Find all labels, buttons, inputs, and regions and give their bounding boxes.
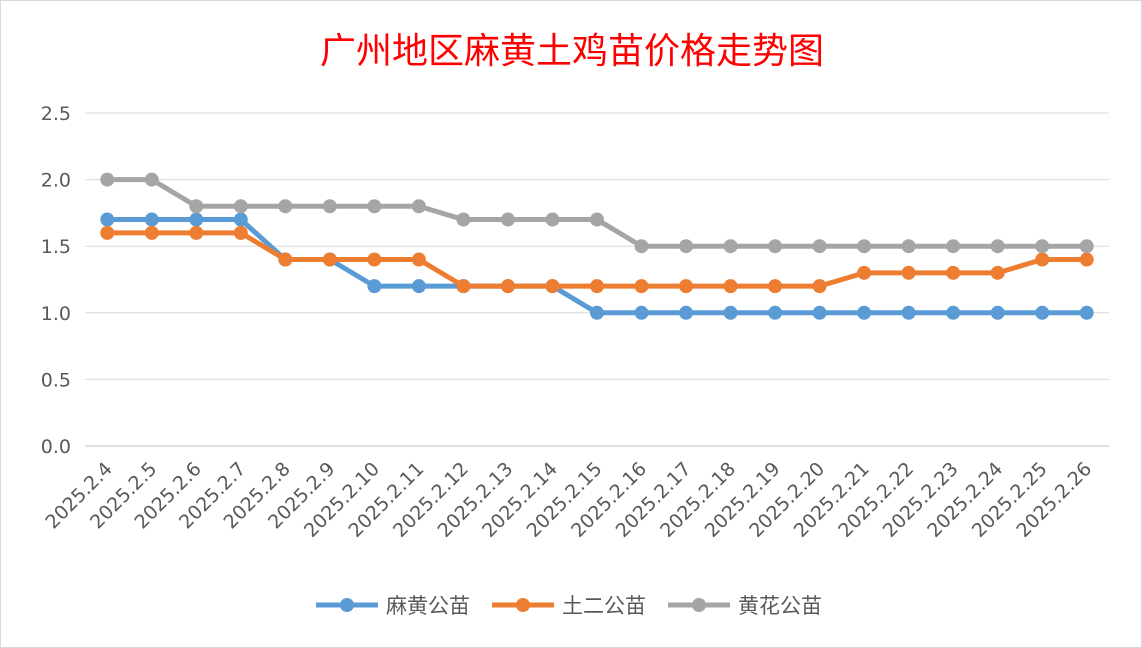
data-point bbox=[500, 279, 515, 294]
data-point bbox=[144, 212, 159, 227]
legend-item: 麻黄公苗 bbox=[316, 594, 470, 618]
data-point bbox=[233, 225, 248, 240]
data-point bbox=[1079, 305, 1094, 320]
data-point bbox=[1079, 239, 1094, 254]
data-point bbox=[322, 199, 337, 214]
data-point bbox=[100, 225, 115, 240]
data-point bbox=[545, 212, 560, 227]
data-point bbox=[411, 199, 426, 214]
data-point bbox=[144, 172, 159, 187]
data-point bbox=[322, 252, 337, 267]
data-point bbox=[768, 239, 783, 254]
data-point bbox=[590, 279, 604, 294]
y-tick-label: 0.0 bbox=[41, 436, 71, 458]
data-point bbox=[1079, 252, 1094, 267]
legend: 麻黄公苗 土二公苗 黄花公苗 bbox=[316, 594, 822, 618]
data-point bbox=[456, 279, 471, 294]
legend-label: 土二公苗 bbox=[562, 594, 646, 618]
data-point bbox=[367, 279, 382, 294]
data-point bbox=[634, 305, 649, 320]
data-point bbox=[857, 239, 872, 254]
data-point bbox=[723, 305, 738, 320]
y-tick-label: 1.5 bbox=[41, 236, 71, 258]
data-point bbox=[679, 305, 694, 320]
data-point bbox=[679, 279, 694, 294]
legend-label: 麻黄公苗 bbox=[386, 594, 470, 618]
series-layer bbox=[100, 172, 1094, 320]
data-point bbox=[590, 212, 604, 227]
data-point bbox=[901, 265, 916, 280]
data-point bbox=[723, 279, 738, 294]
data-point bbox=[990, 239, 1005, 254]
data-point bbox=[812, 305, 827, 320]
series-2 bbox=[100, 225, 1094, 294]
data-point bbox=[1035, 239, 1050, 254]
data-point bbox=[189, 212, 204, 227]
data-point bbox=[545, 279, 560, 294]
data-point bbox=[100, 212, 115, 227]
data-point bbox=[990, 305, 1005, 320]
data-point bbox=[233, 199, 248, 214]
data-point bbox=[946, 265, 961, 280]
data-point bbox=[233, 212, 248, 227]
data-point bbox=[723, 239, 738, 254]
x-axis-ticks: 2025.2.42025.2.52025.2.62025.2.72025.2.8… bbox=[41, 458, 1096, 542]
data-point bbox=[990, 265, 1005, 280]
legend-marker bbox=[516, 598, 530, 612]
data-point bbox=[946, 305, 961, 320]
data-point bbox=[367, 199, 382, 214]
data-point bbox=[679, 239, 694, 254]
data-point bbox=[946, 239, 961, 254]
data-point bbox=[189, 225, 204, 240]
y-tick-label: 1.0 bbox=[41, 303, 71, 325]
legend-marker bbox=[692, 598, 706, 612]
data-point bbox=[144, 225, 159, 240]
data-point bbox=[768, 305, 783, 320]
data-point bbox=[456, 212, 471, 227]
data-point bbox=[590, 305, 604, 320]
data-point bbox=[634, 239, 649, 254]
chart-title: 广州地区麻黄土鸡苗价格走势图 bbox=[320, 31, 824, 72]
data-point bbox=[901, 239, 916, 254]
data-point bbox=[634, 279, 649, 294]
data-point bbox=[189, 199, 204, 214]
series-line bbox=[104, 230, 1090, 289]
data-point bbox=[857, 305, 872, 320]
legend-label: 黄花公苗 bbox=[738, 594, 822, 618]
y-tick-label: 2.0 bbox=[41, 170, 71, 192]
data-point bbox=[857, 265, 872, 280]
series-line bbox=[104, 217, 1090, 316]
legend-item: 黄花公苗 bbox=[668, 594, 822, 618]
data-point bbox=[278, 252, 293, 267]
data-point bbox=[1035, 252, 1050, 267]
data-point bbox=[812, 279, 827, 294]
legend-item: 土二公苗 bbox=[492, 594, 646, 618]
legend-marker bbox=[340, 598, 354, 612]
data-point bbox=[411, 279, 426, 294]
data-point bbox=[901, 305, 916, 320]
data-point bbox=[100, 172, 115, 187]
data-point bbox=[411, 252, 426, 267]
data-point bbox=[768, 279, 783, 294]
data-point bbox=[367, 252, 382, 267]
data-point bbox=[500, 212, 515, 227]
y-tick-label: 0.5 bbox=[41, 369, 71, 391]
data-point bbox=[278, 199, 293, 214]
series-1 bbox=[100, 212, 1094, 320]
data-point bbox=[812, 239, 827, 254]
y-axis-ticks: 0.0 0.5 1.0 1.5 2.0 2.5 bbox=[41, 103, 71, 458]
series-3 bbox=[100, 172, 1094, 254]
data-point bbox=[1035, 305, 1050, 320]
y-tick-label: 2.5 bbox=[41, 103, 71, 125]
